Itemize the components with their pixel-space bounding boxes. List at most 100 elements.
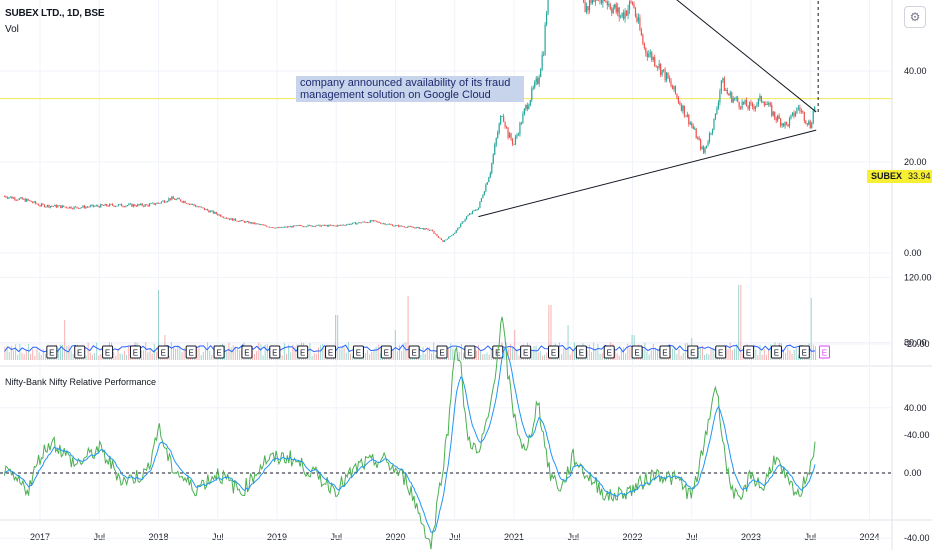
candle-body bbox=[282, 227, 284, 228]
candle-body bbox=[480, 198, 483, 202]
volume-bar bbox=[209, 350, 211, 360]
volume-bar bbox=[318, 347, 320, 360]
candle-body bbox=[362, 221, 364, 223]
earnings-marker-label: E bbox=[579, 349, 584, 358]
volume-bar bbox=[15, 344, 17, 360]
volume-bar bbox=[518, 355, 520, 360]
volume-bar bbox=[100, 354, 102, 360]
candle-body bbox=[119, 203, 121, 205]
volume-bar bbox=[119, 353, 121, 360]
candle-body bbox=[186, 203, 188, 205]
candle-body bbox=[221, 216, 223, 218]
candle-body bbox=[49, 206, 51, 208]
candle-body bbox=[648, 54, 650, 58]
candle-body bbox=[348, 223, 351, 225]
earnings-marker-label: E bbox=[189, 349, 194, 358]
candle-body bbox=[288, 226, 290, 228]
candle-body bbox=[63, 205, 65, 207]
candle-body bbox=[307, 224, 309, 227]
volume-bar bbox=[392, 349, 394, 360]
candle-body bbox=[470, 213, 472, 215]
candle-body bbox=[457, 228, 459, 231]
candle-body bbox=[440, 238, 443, 240]
candle-body bbox=[320, 225, 323, 227]
candle-body bbox=[805, 120, 807, 124]
volume-bar bbox=[706, 353, 708, 360]
candle-body bbox=[172, 196, 174, 199]
volume-bar bbox=[70, 350, 72, 360]
annotation-note[interactable]: company announced availability of its fr… bbox=[296, 76, 524, 102]
candle-body bbox=[760, 95, 762, 102]
volume-bar bbox=[377, 344, 379, 360]
candle-body bbox=[323, 224, 325, 226]
candle-body bbox=[18, 198, 20, 200]
earnings-marker-label: E bbox=[718, 349, 723, 358]
candle-body bbox=[719, 91, 721, 103]
volume-bar bbox=[740, 285, 742, 360]
volume-bar bbox=[68, 345, 70, 360]
candle-body bbox=[790, 114, 792, 119]
candle-body bbox=[538, 77, 540, 84]
candle-body bbox=[196, 206, 198, 208]
candle-body bbox=[242, 220, 244, 222]
candle-body bbox=[239, 220, 241, 222]
candle-body bbox=[768, 103, 770, 105]
candle-body bbox=[251, 222, 253, 224]
candle-body bbox=[460, 223, 462, 228]
candle-body bbox=[415, 227, 417, 229]
earnings-marker-label: E bbox=[356, 349, 361, 358]
candle-body bbox=[97, 205, 99, 207]
candle-body bbox=[393, 225, 395, 227]
candle-body bbox=[716, 108, 718, 115]
volume-bar bbox=[40, 355, 42, 360]
candle-body bbox=[627, 9, 629, 16]
volume-bar bbox=[155, 351, 157, 360]
candle-body bbox=[403, 226, 405, 228]
volume-bar bbox=[128, 346, 130, 360]
candle-body bbox=[390, 224, 392, 226]
candle-body bbox=[671, 85, 674, 90]
volume-bar bbox=[183, 347, 185, 360]
candle-body bbox=[657, 66, 659, 68]
candle-body bbox=[357, 222, 360, 224]
candle-body bbox=[414, 227, 416, 229]
volume-bar bbox=[401, 351, 403, 360]
candle-body bbox=[445, 239, 447, 241]
candle-body bbox=[266, 225, 268, 227]
candle-body bbox=[199, 206, 201, 208]
volume-bar bbox=[450, 343, 452, 360]
candle-body bbox=[180, 199, 182, 202]
candle-body bbox=[58, 205, 60, 207]
volume-bar bbox=[72, 353, 74, 360]
candle-body bbox=[67, 207, 69, 209]
volume-bar bbox=[4, 346, 6, 360]
candle-body bbox=[240, 220, 243, 221]
earnings-marker bbox=[436, 345, 448, 359]
earnings-marker bbox=[743, 345, 755, 359]
volume-bar bbox=[396, 351, 398, 360]
volume-bar bbox=[712, 347, 714, 360]
candle-body bbox=[64, 206, 66, 208]
candle-body bbox=[194, 205, 197, 207]
candle-body bbox=[811, 123, 813, 129]
candle-body bbox=[782, 123, 785, 127]
candle-body bbox=[138, 204, 140, 206]
candle-body bbox=[52, 206, 54, 207]
gear-icon[interactable]: ⚙ bbox=[904, 6, 926, 28]
candle-body bbox=[380, 222, 382, 224]
candle-body bbox=[319, 224, 321, 227]
candle-body bbox=[106, 204, 108, 206]
earnings-marker-label: E bbox=[774, 349, 779, 358]
volume-bar bbox=[514, 330, 516, 360]
volume-bar bbox=[196, 348, 198, 360]
candle-body bbox=[742, 101, 745, 104]
candle-body bbox=[163, 200, 166, 203]
volume-bar bbox=[684, 343, 686, 360]
volume-bar bbox=[484, 354, 486, 360]
candle-body bbox=[131, 203, 133, 207]
volume-bar bbox=[787, 347, 789, 360]
candle-body bbox=[794, 113, 797, 117]
candle-body bbox=[585, 6, 588, 13]
candle-body bbox=[48, 204, 50, 208]
candle-body bbox=[417, 227, 419, 228]
